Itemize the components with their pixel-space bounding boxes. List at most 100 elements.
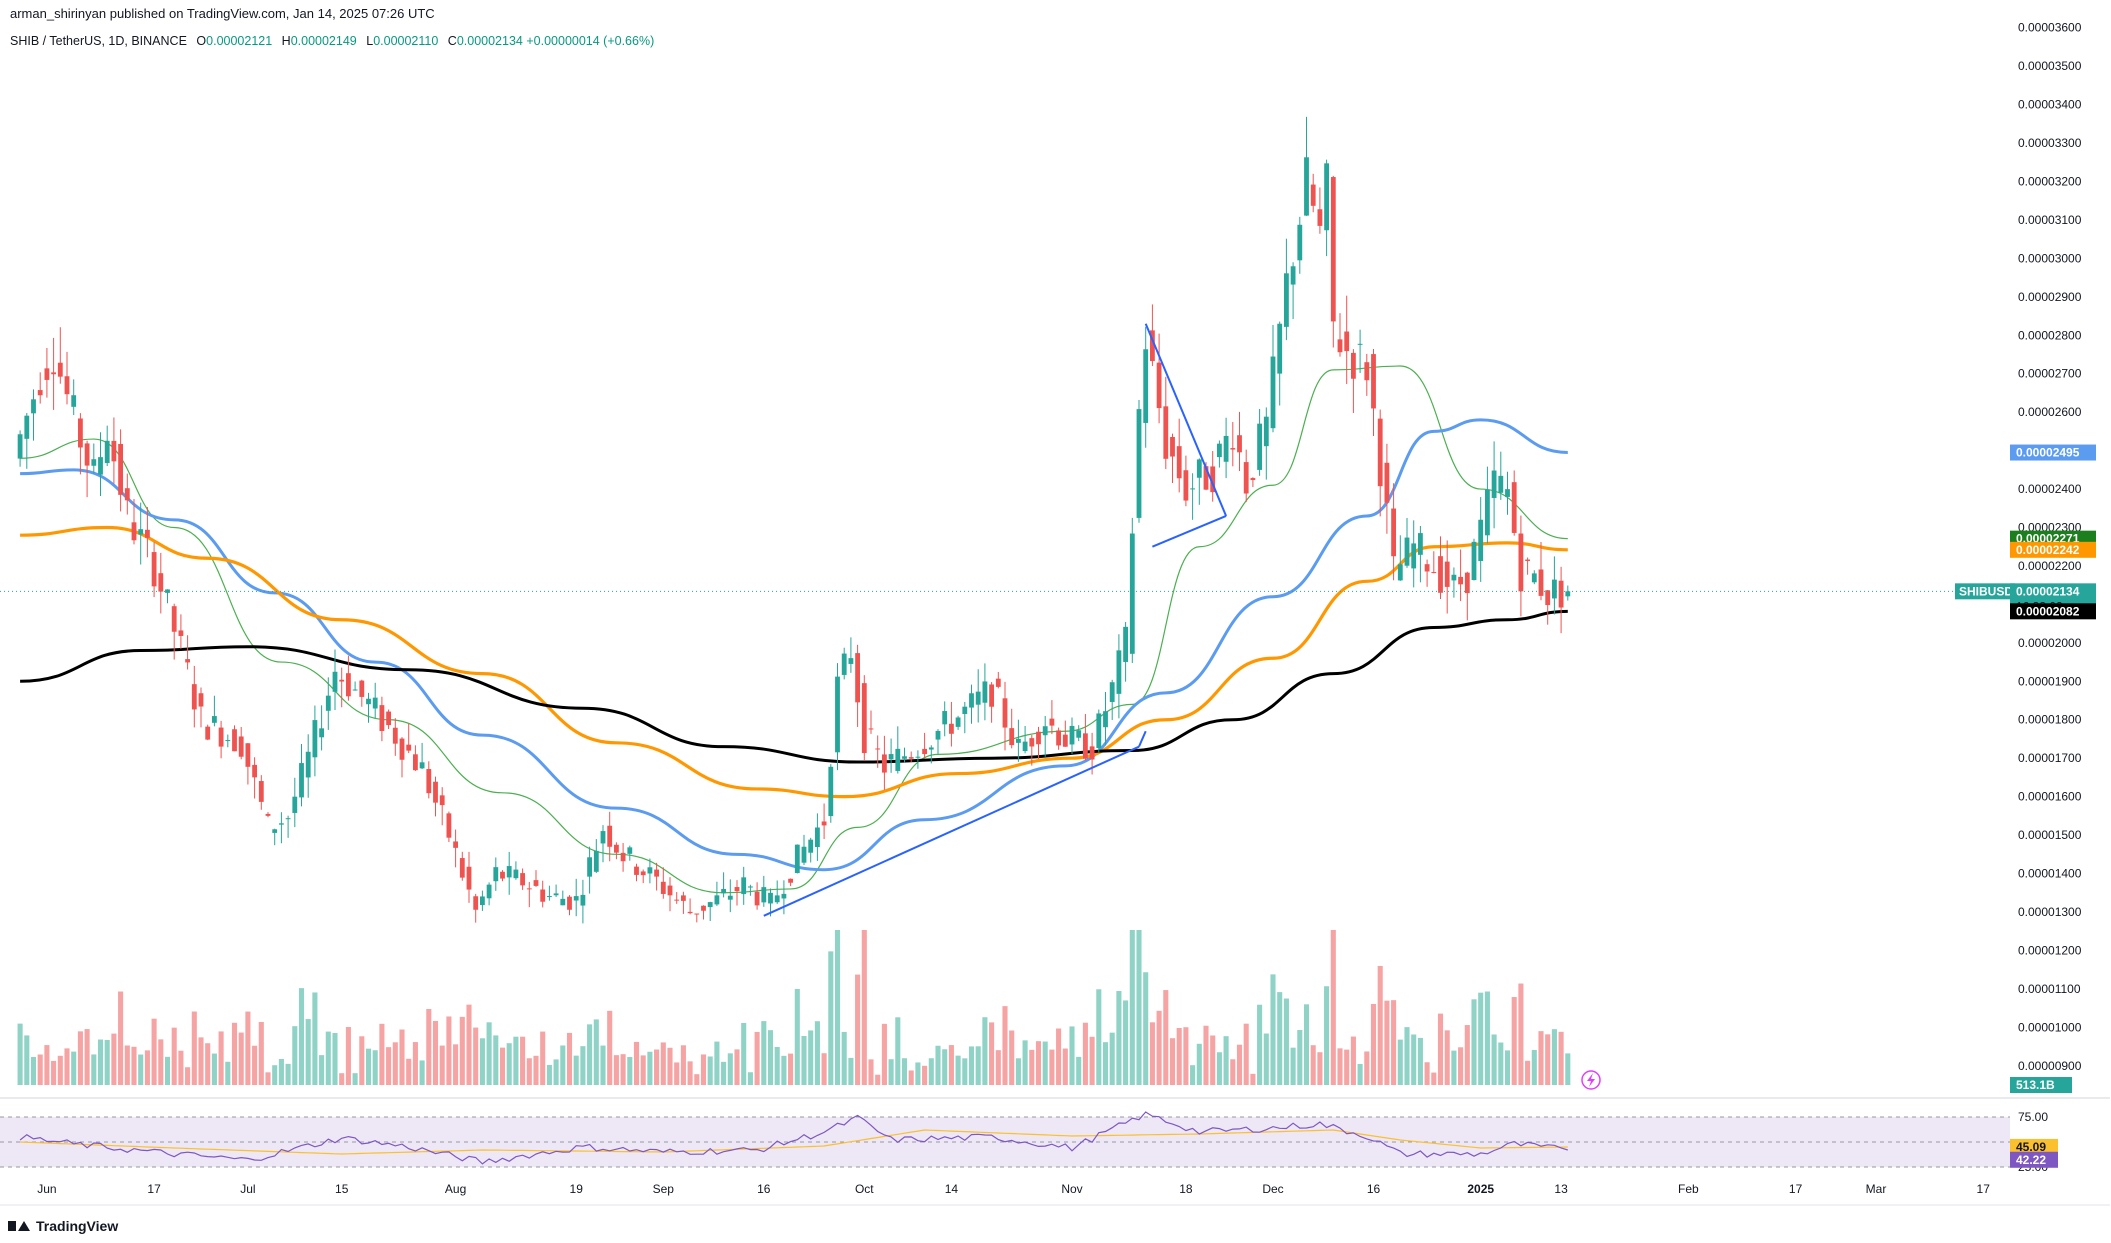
candle-body [1123,626,1129,662]
volume-bar [781,1055,787,1085]
price-tag: 0.00002082 [2010,603,2096,620]
candle [1317,187,1323,234]
candle-body [1310,184,1316,206]
candle [1545,590,1551,625]
candle [24,413,30,469]
volume-bar [1491,1034,1497,1085]
volume-bar [573,1055,579,1085]
candle-body [258,781,264,802]
volume-bar [1223,1036,1229,1085]
volume-bar [211,1053,217,1085]
candle-body [573,896,579,901]
candle-body [808,839,814,853]
volume-bar [1531,1049,1537,1085]
time-tick-label: Feb [1678,1182,1699,1196]
volume-bar [171,1027,177,1085]
volume-bar [459,1016,465,1085]
change-value: +0.00000014 (+0.66%) [526,34,655,48]
candle-body [493,867,499,882]
candle [948,701,954,747]
volume-tag-bg [2010,1077,2072,1093]
candle-body [935,730,941,740]
candle [1498,451,1504,500]
candle [158,552,164,614]
volume-bar [1478,992,1484,1085]
candle-body [881,754,887,773]
price-tick-label: 0.00001700 [2018,751,2082,765]
candle [232,725,237,752]
candle-body [613,844,619,853]
candle [741,866,747,905]
volume-bar [1417,1037,1423,1085]
candle-body [1545,590,1551,606]
time-tick-label: Sep [653,1182,675,1196]
candle [1116,634,1122,719]
candle [995,671,1001,689]
price-tick-label: 0.00001000 [2018,1020,2082,1034]
candle [1056,727,1062,750]
volume-bar [1082,1022,1088,1085]
candle-body [1290,266,1296,285]
candle-body [245,743,251,767]
candle [526,881,532,908]
candle [881,735,887,790]
volume-bar [553,1059,559,1085]
candle [540,880,546,908]
volume-bar [1210,1035,1216,1085]
candle [1464,571,1470,621]
candle-body [1417,533,1423,555]
candle [701,905,706,920]
price-tick-label: 0.00002000 [2018,636,2082,650]
symbol-name[interactable]: SHIB / TetherUS, 1D, BINANCE [10,34,187,48]
candle-body [1129,533,1135,654]
time-tick-label: 19 [570,1182,584,1196]
candle [138,502,144,565]
candle-body [915,756,921,758]
volume-bar [1464,1025,1470,1085]
volume-bar [1002,1006,1008,1085]
candle [386,709,392,730]
price-tag: 0.00002242 [2010,541,2096,558]
volume-bar [1183,1027,1189,1085]
candle [620,843,626,872]
volume-bar [942,1049,948,1085]
candle [835,663,840,771]
tradingview-logo[interactable]: TradingView [8,1218,118,1234]
volume-bar [955,1055,961,1085]
volume-bar [633,1041,640,1085]
volume-bar [1518,983,1524,1085]
price-tick-label: 0.00000900 [2018,1059,2082,1073]
candle [1458,549,1464,602]
volume-bar [392,1042,398,1085]
volume-bar [386,1047,392,1085]
candle-body [84,443,90,466]
publisher-attribution: arman_shirinyan published on TradingView… [10,6,435,21]
ma-tag-bg [2010,444,2096,461]
volume-bar [339,1073,345,1085]
volume-bar [1263,1033,1269,1085]
candle-body [520,873,526,886]
candle-body [553,893,559,896]
volume-bar [1250,1073,1256,1085]
candle [1484,466,1490,544]
volume-bar [84,1029,90,1085]
candle-body [982,681,988,703]
time-tick-label: 14 [945,1182,959,1196]
ma-tag-value: 0.00002242 [2016,543,2080,557]
volume-bar [412,1042,418,1085]
volume-bar [834,930,841,1085]
candle [1042,715,1048,757]
candle-body [158,573,164,592]
volume-bar [71,1051,77,1085]
volume-bar [1196,1043,1202,1085]
volume-bar [1504,1050,1511,1085]
candle [855,644,861,727]
symbol-tag-label: SHIBUSDT [1959,584,2021,598]
candle [607,811,613,862]
ma-tag-value: 0.00002082 [2016,604,2080,618]
candle [1230,422,1236,467]
volume-bar [841,1031,847,1085]
volume-bar [1243,1023,1249,1085]
candle [118,429,124,512]
